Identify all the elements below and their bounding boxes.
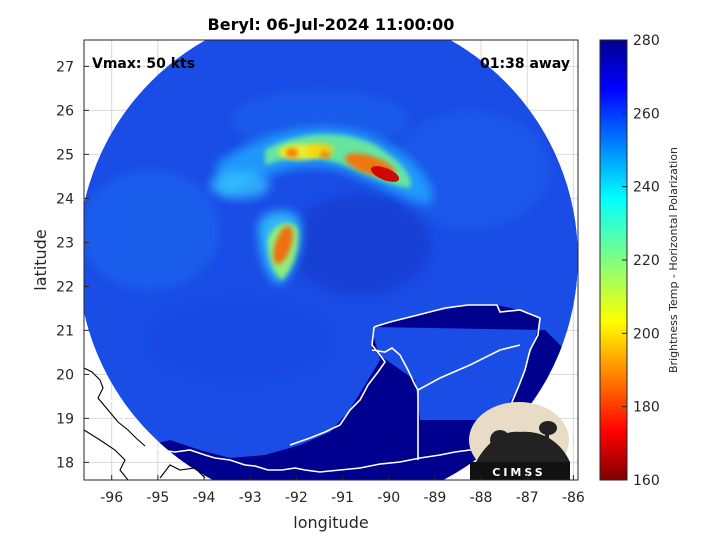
colorbar-tick-label: 200 [633, 326, 660, 342]
colorbar-tick-label: 260 [633, 106, 660, 122]
colorbar: 160 180 200 220 240 260 280 Brightness Temp - … [599, 33, 680, 489]
y-tick-label: 23 [56, 235, 74, 251]
colorbar-tick-label: 240 [633, 180, 660, 196]
colorbar-ticks: 160 180 200 220 240 260 280 [622, 33, 660, 489]
x-tick-label: -87 [516, 490, 539, 506]
x-tick-label: -90 [377, 490, 400, 506]
x-tick-label: -88 [470, 490, 493, 506]
y-axis-ticks: 18 19 20 21 22 23 24 25 26 27 [56, 59, 89, 471]
brightness-temp-swath [84, 40, 578, 480]
x-tick-label: -94 [193, 490, 216, 506]
chart-title: Beryl: 06-Jul-2024 11:00:00 [208, 15, 455, 34]
x-tick-label: -95 [146, 490, 169, 506]
x-tick-label: -93 [239, 490, 262, 506]
y-tick-label: 24 [56, 191, 74, 207]
colorbar-label: Brightness Temp - Horizontal Polarizatio… [667, 147, 680, 373]
colorbar-tick-label: 180 [633, 400, 660, 416]
y-tick-label: 25 [56, 147, 74, 163]
colorbar-tick-label: 160 [633, 473, 660, 489]
vmax-annotation: Vmax: 50 kts [92, 56, 195, 72]
x-tick-label: -92 [285, 490, 308, 506]
y-tick-label: 22 [56, 279, 74, 295]
x-tick-label: -86 [562, 490, 585, 506]
y-tick-label: 18 [56, 455, 74, 471]
plot-area: CIMSS [84, 40, 578, 480]
x-tick-label: -96 [100, 490, 123, 506]
plot-frame [83, 39, 579, 481]
x-tick-label: -89 [423, 490, 446, 506]
time-away-annotation: 01:38 away [480, 56, 570, 72]
x-axis-label: longitude [293, 513, 368, 532]
y-tick-label: 21 [56, 323, 74, 339]
y-tick-label: 26 [56, 103, 74, 119]
cimss-logo-text: CIMSS [492, 466, 545, 479]
cimss-logo: CIMSS [469, 402, 570, 480]
x-tick-label: -91 [331, 490, 354, 506]
y-tick-label: 20 [56, 367, 74, 383]
colorbar-tick-label: 220 [633, 253, 660, 269]
y-axis-label: latitude [31, 229, 50, 290]
y-tick-label: 27 [56, 59, 74, 75]
coastlines-outside-swath [84, 367, 206, 480]
y-tick-label: 19 [56, 411, 74, 427]
colorbar-tick-label: 280 [633, 33, 660, 49]
x-axis-ticks: -96 -95 -94 -93 -92 -91 -90 -89 -88 -87 -86 [100, 475, 585, 506]
